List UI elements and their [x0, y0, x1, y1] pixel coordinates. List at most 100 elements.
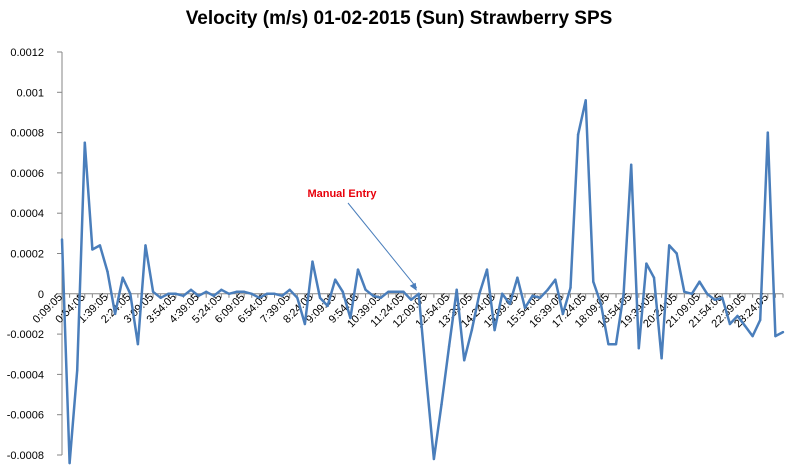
data-point — [766, 131, 770, 134]
data-point — [189, 288, 193, 291]
data-point — [599, 302, 603, 306]
data-point — [440, 403, 443, 406]
y-axis: 0.0012 0.001 0.0008 0.0006 0.0004 0.0002 0 -0.0… — [7, 47, 63, 462]
data-point — [569, 286, 572, 289]
data-point — [690, 292, 694, 295]
data-point — [705, 292, 709, 295]
series-layer — [60, 99, 785, 465]
data-point — [713, 298, 716, 302]
chart-title: Velocity (m/s) 01-02-2015 (Sun) Strawber… — [185, 8, 613, 29]
data-point — [258, 296, 261, 300]
data-point — [136, 342, 140, 346]
data-point — [220, 288, 223, 291]
annotation-layer: Manual Entry — [307, 188, 418, 291]
data-point — [554, 278, 557, 281]
data-point — [637, 347, 640, 350]
y-tick-label: 0.0008 — [10, 128, 44, 140]
data-point — [455, 288, 458, 291]
data-point — [326, 304, 329, 308]
data-point — [296, 296, 299, 300]
data-point — [781, 330, 785, 334]
x-axis: 0:09:050:54:051:39:052:24:053:09:053:54:… — [31, 291, 784, 330]
data-point — [303, 322, 307, 326]
annotation-arrow-line — [347, 202, 418, 289]
data-point — [774, 334, 777, 338]
data-point — [516, 276, 519, 279]
data-point — [402, 290, 405, 293]
data-point — [447, 344, 451, 348]
data-point — [736, 314, 739, 318]
data-point — [630, 163, 633, 167]
data-point — [60, 238, 64, 241]
data-point — [68, 461, 71, 465]
data-point — [371, 294, 375, 298]
data-point — [250, 292, 253, 295]
data-point — [493, 328, 496, 332]
data-point — [584, 99, 587, 102]
data-point — [508, 302, 511, 306]
data-point — [212, 294, 215, 298]
data-point — [288, 288, 291, 291]
annotation-arrow-head — [409, 282, 417, 291]
data-point — [470, 328, 474, 332]
data-point — [349, 316, 352, 320]
data-point — [538, 296, 542, 300]
data-point — [743, 324, 747, 328]
data-point — [500, 292, 504, 295]
data-point — [106, 270, 109, 273]
data-point — [561, 312, 565, 316]
data-point — [660, 357, 663, 360]
data-point — [592, 280, 595, 283]
data-point — [683, 290, 686, 293]
data-point — [759, 318, 762, 322]
data-point — [417, 292, 420, 295]
data-point — [318, 296, 322, 300]
data-point — [174, 292, 178, 295]
data-point — [341, 290, 345, 293]
data-point — [721, 296, 724, 300]
data-point — [409, 298, 413, 302]
data-point — [280, 294, 284, 298]
data-point — [379, 296, 382, 300]
y-tick-label: 0 — [38, 289, 44, 301]
data-point — [75, 369, 79, 372]
data-point — [463, 359, 466, 362]
data-point — [265, 292, 269, 295]
data-point — [622, 292, 625, 295]
data-point — [667, 244, 671, 247]
data-point — [485, 268, 489, 271]
y-tick-label: 0.0004 — [10, 208, 44, 220]
data-point — [698, 280, 701, 283]
data-point — [121, 276, 124, 279]
data-point — [182, 294, 185, 298]
data-point — [235, 290, 238, 293]
y-tick-label: 0.0006 — [10, 168, 44, 180]
y-tick-label: 0.0002 — [10, 249, 44, 261]
data-point — [523, 306, 527, 310]
data-point — [364, 288, 367, 291]
data-point — [432, 457, 436, 461]
y-tick-label: -0.0008 — [7, 450, 44, 462]
data-point — [205, 290, 208, 293]
data-point — [159, 296, 162, 300]
data-point — [273, 292, 276, 295]
data-point — [242, 290, 246, 293]
data-point — [576, 133, 580, 136]
data-point — [83, 141, 86, 144]
y-tick-label: 0.001 — [16, 87, 44, 99]
data-point — [675, 252, 678, 255]
data-point — [129, 292, 132, 295]
data-point — [607, 342, 610, 346]
data-point — [394, 290, 398, 293]
data-point — [546, 288, 549, 291]
data-point — [227, 292, 231, 295]
data-point — [478, 292, 481, 295]
data-point — [167, 292, 170, 295]
y-tick-label: -0.0002 — [7, 329, 44, 341]
y-tick-label: -0.0006 — [7, 410, 44, 422]
data-point — [356, 268, 360, 271]
data-point — [531, 294, 534, 298]
data-point — [113, 312, 117, 316]
data-point — [425, 377, 428, 380]
data-point — [751, 334, 754, 338]
